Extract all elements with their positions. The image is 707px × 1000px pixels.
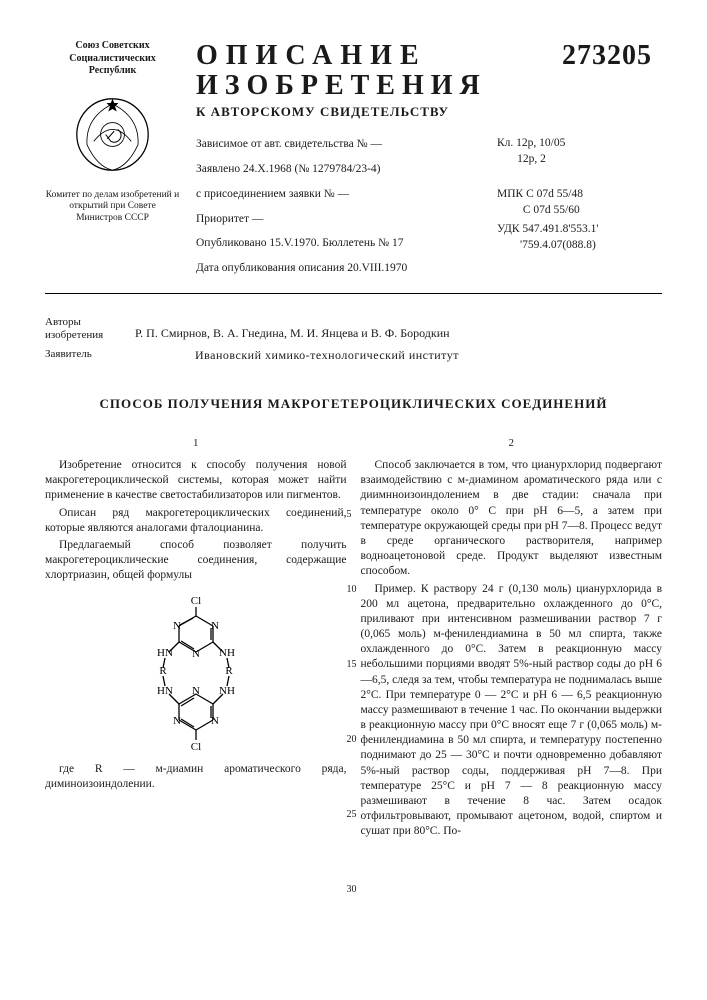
col1-p1: Изобретение относится к способу получени… xyxy=(45,458,347,504)
applicant-label: Заявитель xyxy=(45,348,135,363)
authors-names: Р. П. Смирнов, В. А. Гнедина, М. И. Янце… xyxy=(135,316,662,342)
document-title: СПОСОБ ПОЛУЧЕНИЯ МАКРОГЕТЕРОЦИКЛИЧЕСКИХ … xyxy=(45,395,662,413)
mid-header-column: ОПИСАНИЕ 273205 ИЗОБРЕТЕНИЯ К АВТОРСКОМУ… xyxy=(190,40,662,283)
svg-text:N: N xyxy=(192,648,200,660)
col2-p2: Пример. К раствору 24 г (0,130 моль) циа… xyxy=(361,582,663,840)
meta-right: Кл. 12p, 10/05 12p, 2 МПК C 07d 55/48 C … xyxy=(497,134,652,283)
code-udk: УДК 547.491.8'553.1' '759.4.07(088.8) xyxy=(497,222,652,253)
meta-declared: Заявлено 24.X.1968 (№ 1279784/23-4) xyxy=(196,159,497,181)
code-mpk: МПК C 07d 55/48 C 07d 55/60 xyxy=(497,187,652,218)
col2-p1: Способ заключается в том, что цианурхлор… xyxy=(361,458,663,579)
subtitle: К АВТОРСКОМУ СВИДЕТЕЛЬСТВУ xyxy=(196,104,652,120)
col1-num: 1 xyxy=(45,436,347,451)
col1-p3: Предлагаемый способ позволяет получить м… xyxy=(45,538,347,584)
svg-text:Cl: Cl xyxy=(191,741,201,753)
meta-published: Опубликовано 15.V.1970. Бюллетень № 17 xyxy=(196,233,497,255)
svg-text:N: N xyxy=(211,620,219,632)
svg-text:Cl: Cl xyxy=(191,595,201,607)
svg-text:N: N xyxy=(192,685,200,697)
left-header-column: Союз Советских Социалистических Республи… xyxy=(45,40,190,283)
ussr-emblem-icon xyxy=(70,92,155,177)
org-bottom: Комитет по делам изобретений и открытий … xyxy=(45,190,180,226)
meta-grid: Зависимое от авт. свидетельства № — Заяв… xyxy=(196,134,652,283)
svg-text:HN: HN xyxy=(157,647,173,659)
authors-block: Авторы изобретения Р. П. Смирнов, В. А. … xyxy=(45,316,662,363)
svg-text:NH: NH xyxy=(219,647,235,659)
applicant-name: Ивановский химико-технологический инстит… xyxy=(135,348,662,363)
col1-p4: где R — м-диамин ароматического ряда, ди… xyxy=(45,762,347,792)
meta-priority: Приоритет — xyxy=(196,209,497,231)
meta-joined: с присоединением заявки № — xyxy=(196,184,497,206)
lineno-25: 25 xyxy=(347,808,357,821)
lineno-15: 15 xyxy=(347,658,357,671)
lineno-5: 5 xyxy=(347,508,352,521)
lineno-10: 10 xyxy=(347,583,357,596)
col1-p2: Описан ряд макрогетероциклических соедин… xyxy=(45,506,347,536)
document-title-text: СПОСОБ ПОЛУЧЕНИЯ МАКРОГЕТЕРОЦИКЛИЧЕСКИХ … xyxy=(100,396,608,411)
patent-number: 273205 xyxy=(562,40,652,72)
body-columns: 1 Изобретение относится к способу получе… xyxy=(45,436,662,842)
svg-text:N: N xyxy=(173,620,181,632)
org-top: Союз Советских Социалистических Республи… xyxy=(45,40,180,78)
meta-left: Зависимое от авт. свидетельства № — Заяв… xyxy=(196,134,497,283)
col2-num: 2 xyxy=(361,436,663,451)
lineno-20: 20 xyxy=(347,733,357,746)
lineno-30: 30 xyxy=(347,883,357,896)
svg-text:N: N xyxy=(211,715,219,727)
main-title-1: ОПИСАНИЕ xyxy=(196,40,427,72)
meta-pubdate: Дата опубликования описания 20.VIII.1970 xyxy=(196,258,497,280)
code-kl: Кл. 12p, 10/05 12p, 2 xyxy=(497,136,652,167)
header: Союз Советских Социалистических Республи… xyxy=(45,40,662,294)
main-title-2: ИЗОБРЕТЕНИЯ xyxy=(196,70,652,102)
column-2: 2 5 10 15 20 25 30 Способ заключается в … xyxy=(361,436,663,842)
column-1: 1 Изобретение относится к способу получе… xyxy=(45,436,347,842)
meta-depend: Зависимое от авт. свидетельства № — xyxy=(196,134,497,156)
chemical-structure-icon: Cl N N N HN NH R R HN NH N xyxy=(131,594,261,754)
authors-label: Авторы изобретения xyxy=(45,316,135,342)
svg-text:N: N xyxy=(173,715,181,727)
